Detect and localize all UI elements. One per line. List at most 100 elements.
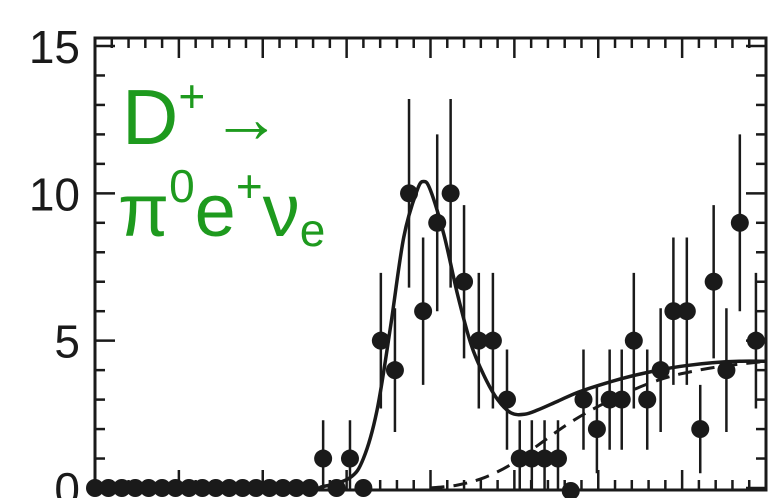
data-point — [220, 479, 239, 497]
data-point — [166, 479, 185, 497]
data-point — [354, 479, 373, 497]
data-point — [260, 479, 279, 497]
annotation-d-charge: + — [178, 70, 205, 122]
data-marker — [730, 213, 749, 232]
data-point — [86, 479, 104, 497]
data-marker — [664, 302, 683, 321]
data-marker — [522, 449, 541, 468]
annotation-nu: ν — [263, 169, 300, 252]
annotation: D+→ π0e+νe — [118, 70, 325, 256]
data-marker — [587, 420, 606, 439]
data-point — [624, 272, 643, 409]
data-marker — [561, 481, 580, 498]
data-marker — [354, 479, 373, 497]
data-point — [414, 237, 433, 385]
y-tick-label: 15 — [29, 21, 80, 73]
data-point — [400, 99, 419, 288]
data-marker — [691, 420, 710, 439]
data-marker — [340, 449, 359, 468]
data-marker — [455, 272, 474, 291]
y-tick-label: 10 — [29, 168, 80, 220]
data-point — [664, 237, 683, 385]
data-point — [99, 479, 118, 497]
data-marker — [428, 213, 447, 232]
data-marker — [179, 479, 198, 497]
data-point — [561, 481, 580, 498]
data-point — [691, 384, 710, 474]
data-point — [139, 479, 158, 497]
data-marker — [704, 272, 723, 291]
annotation-d: D — [122, 73, 178, 161]
data-point — [483, 272, 502, 409]
data-marker — [327, 479, 346, 497]
data-point — [153, 479, 172, 497]
data-marker — [166, 479, 185, 497]
data-marker — [497, 390, 516, 409]
data-marker — [112, 479, 131, 497]
data-point — [314, 420, 333, 490]
data-point — [677, 237, 696, 385]
data-marker — [99, 479, 118, 497]
data-points — [86, 99, 765, 498]
data-point — [273, 479, 292, 497]
data-marker — [651, 361, 670, 380]
y-tick-labels: 0 5 10 15 — [29, 21, 80, 498]
data-marker — [441, 184, 460, 203]
annotation-arrow: → — [211, 79, 281, 157]
data-marker — [86, 479, 104, 497]
data-point — [651, 308, 670, 433]
data-marker — [385, 361, 404, 380]
data-point — [548, 420, 567, 490]
data-marker — [300, 479, 319, 497]
y-tick-label: 0 — [54, 463, 80, 498]
data-point — [612, 349, 631, 450]
data-marker — [371, 331, 390, 350]
data-marker — [535, 449, 554, 468]
annotation-pi: π — [118, 169, 169, 252]
data-point — [428, 134, 447, 312]
data-point — [441, 99, 460, 288]
data-point — [638, 349, 657, 450]
data-marker — [624, 331, 643, 350]
data-marker — [574, 390, 593, 409]
data-marker — [548, 449, 567, 468]
data-marker — [260, 479, 279, 497]
data-marker — [220, 479, 239, 497]
annotation-pi-charge: 0 — [169, 160, 195, 212]
data-point — [193, 479, 212, 497]
data-marker — [638, 390, 657, 409]
annotation-line2: π0e+νe — [118, 160, 325, 256]
data-marker — [193, 479, 212, 497]
data-point — [206, 479, 225, 497]
data-point — [535, 420, 554, 490]
data-point — [455, 205, 474, 359]
data-point — [126, 479, 145, 497]
data-marker — [483, 331, 502, 350]
data-point — [287, 479, 306, 497]
data-marker — [233, 479, 252, 497]
data-point — [522, 420, 541, 490]
data-marker — [400, 184, 419, 203]
data-point — [574, 349, 593, 450]
annotation-nu-subscript: e — [300, 204, 326, 256]
data-marker — [677, 302, 696, 321]
data-marker — [469, 331, 488, 350]
data-point — [587, 384, 606, 474]
data-point — [469, 272, 488, 409]
data-point — [300, 479, 319, 497]
data-point — [179, 479, 198, 497]
data-point — [385, 308, 404, 433]
data-point — [327, 479, 346, 497]
data-point — [340, 420, 359, 490]
annotation-e-charge: + — [236, 160, 263, 212]
data-point — [371, 272, 390, 409]
data-marker — [612, 390, 631, 409]
data-point — [704, 205, 723, 359]
annotation-line1: D+→ — [122, 70, 281, 161]
data-marker — [287, 479, 306, 497]
data-marker — [153, 479, 172, 497]
data-marker — [206, 479, 225, 497]
data-point — [730, 134, 749, 312]
data-marker — [273, 479, 292, 497]
